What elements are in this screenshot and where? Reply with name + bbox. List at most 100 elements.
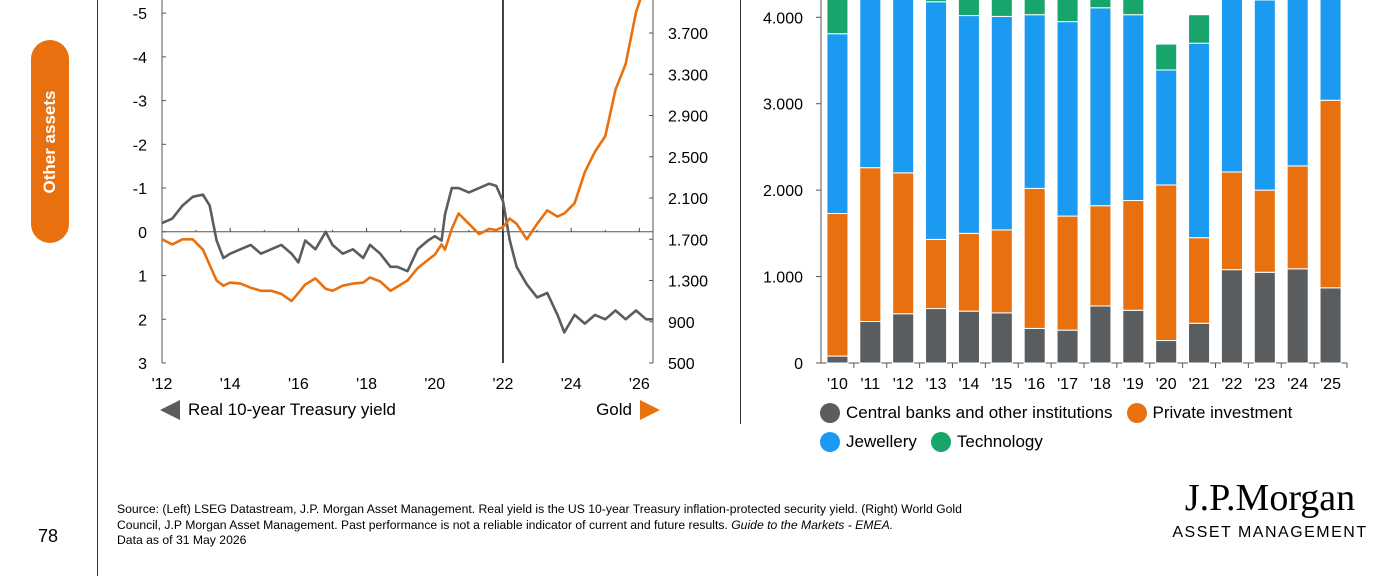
left-y-tick-label: -1 [133,181,147,198]
right-y-tick-label: 3.700 [668,26,708,43]
bar-x-tick-label: '12 [893,376,914,393]
real-yield-line [162,182,653,334]
bar-segment [826,355,849,364]
bar-segment [1188,14,1211,44]
bar-segment [1155,340,1178,364]
bar-segment [1319,99,1342,289]
bar-segment [1089,0,1112,9]
x-tick-label: '20 [424,376,445,393]
bar-segment [1122,309,1145,364]
legend-yield-label: Real 10-year Treasury yield [188,400,396,419]
right-y-tick-label: 2.100 [668,191,708,208]
bar-x-tick-label: '21 [1189,376,1210,393]
bar-segment [1056,21,1079,217]
bar-segment [1122,200,1145,311]
logo-subtitle: ASSET MANAGEMENT [1172,524,1368,541]
bar-x-tick-label: '20 [1156,376,1177,393]
legend-item-technology: Technology [930,431,1043,452]
bar-segment [826,0,849,35]
right-y-tick-label: 1.300 [668,274,708,291]
x-tick-label: '16 [288,376,309,393]
bar-segment [1023,14,1046,189]
chart-divider [740,0,741,424]
bar-segment [1220,0,1243,173]
bar-segment [1056,215,1079,331]
gold-vs-real-yield-chart: '12 '14 '16 '18 '20 '22 '24 '26 -5 -4 -3 -2 -1 0 1 2 3 3.… [133,0,708,393]
bar-x-tick-label: '16 [1024,376,1045,393]
bar-segment [1023,0,1046,16]
left-y-tick-label: 2 [138,312,147,329]
bar-x-tick-label: '14 [959,376,980,393]
bar-x-tick-label: '10 [827,376,848,393]
bar-y-tick-label: 4.000 [763,10,803,27]
bar-segment [957,15,980,234]
legend-label: Private investment [1152,402,1293,422]
bar-segment [1220,171,1243,271]
legend-label: Central banks and other institutions [846,402,1113,422]
right-y-tick-label: 500 [668,356,695,373]
bar-segment [1056,0,1079,23]
bar-segment [1089,305,1112,364]
bar-segment [1023,327,1046,364]
bar-segment [1023,187,1046,329]
bar-y-tick-label: 2.000 [763,183,803,200]
gold-demand-bar-chart: 0 1.000 2.000 3.000 4.000 '10 '11 '12 '13 '14 '15 '… [763,0,1348,393]
private-investment-swatch [1126,402,1147,423]
x-tick-label: '12 [152,376,173,393]
x-tick-label: '14 [220,376,241,393]
bar-segment [990,15,1013,231]
bar-x-tick-label: '24 [1287,376,1308,393]
bar-segment [1286,268,1309,364]
bar-segment [1122,0,1145,16]
bar-x-tick-label: '11 [860,376,880,393]
page-number: 78 [38,526,59,546]
right-y-tick-label: 2.500 [668,150,708,167]
side-tab[interactable]: Other assets [31,40,69,243]
bar-segment [1319,0,1342,101]
legend-item-jewellery: Jewellery [820,431,917,452]
right-arrow-icon [640,400,660,420]
bar-x-tick-label: '25 [1320,376,1341,393]
right-y-tick-label: 2.900 [668,109,708,126]
jewellery-swatch [820,431,840,452]
bar-segment [957,310,980,364]
technology-swatch [930,431,951,452]
left-y-tick-label: -4 [133,50,147,67]
left-y-tick-label: 0 [138,225,147,242]
bar-y-tick-label: 0 [794,356,803,373]
bar-segment [1155,43,1178,71]
side-divider [97,0,98,576]
source-date: Data as of 31 May 2026 [117,533,247,547]
bar-segment [1155,69,1178,186]
legend-item-central-banks: Central banks and other institutions [820,402,1113,423]
x-tick-label: '24 [561,376,582,393]
bar-segment [1089,7,1112,207]
bar-segment [1188,237,1211,324]
right-y-tick-label: 900 [668,315,695,332]
bar-segment [957,232,980,312]
source-line-2: Council, J.P Morgan Asset Management. Pa… [117,517,732,532]
bar-segment [1188,322,1211,364]
source-guide-title: Guide to the Markets - EMEA. [731,517,894,532]
bar-x-tick-label: '23 [1254,376,1275,393]
bar-segment [859,321,882,364]
legend-item-private-investment: Private investment [1126,402,1293,423]
bar-segment [925,238,948,310]
left-y-tick-label: -3 [133,94,147,111]
bar-segment [1319,287,1342,364]
right-legend: Central banks and other institutions Pri… [820,398,1380,456]
bar-segment [859,0,882,169]
source-line-1: Source: (Left) LSEG Datastream, J.P. Mor… [117,502,962,516]
gold-price-line [162,0,642,303]
bar-segment [1220,269,1243,364]
bar-x-tick-label: '18 [1090,376,1111,393]
bar-segment [826,212,849,357]
bar-segment [1253,0,1276,191]
legend-gold-label: Gold [596,400,632,419]
legend-label: Technology [956,431,1043,451]
x-tick-label: '18 [356,376,377,393]
bar-x-tick-label: '19 [1123,376,1144,393]
bar-x-tick-label: '15 [991,376,1012,393]
bar-segment [892,172,915,315]
x-tick-label: '22 [493,376,514,393]
